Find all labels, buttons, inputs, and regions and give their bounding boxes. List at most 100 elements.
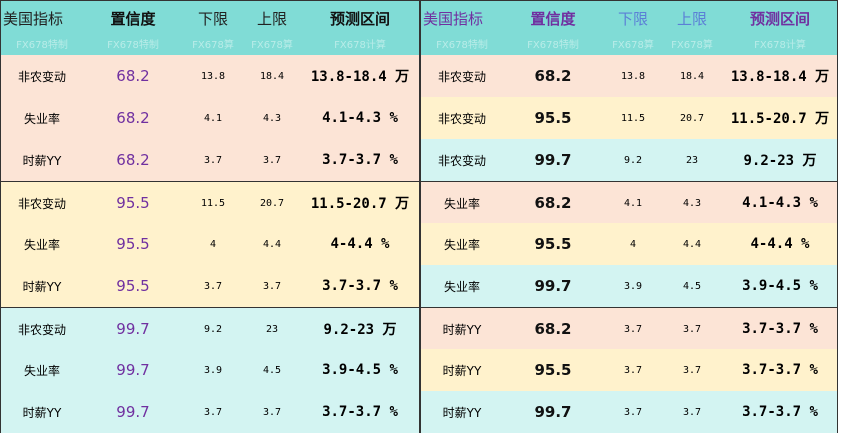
table-cell: 99.7	[116, 403, 150, 421]
table-cell: 4.1	[623, 197, 643, 209]
table-cell: 3.9-4.5 %	[322, 362, 398, 378]
table-cell: 3.9-4.5 %	[742, 278, 818, 294]
header-cell: 置信度	[530, 9, 576, 28]
header-cell: 置信度	[110, 9, 156, 28]
table-header: 美国指标 FX678特制 置信度 FX678特制 下限 FX678算 上限 FX678算 预测区…	[1, 1, 419, 56]
table-cell: 99.7	[116, 361, 150, 379]
table-row: 非农变动 68.2 13.8 18.4 13.8-18.4 万	[1, 55, 419, 97]
table-cell: 11.5-20.7 万	[730, 111, 830, 127]
table-cell: 9.2-23 万	[323, 322, 397, 338]
table-cell: 3.9	[203, 364, 223, 376]
table-cell: 4-4.4 %	[330, 236, 390, 252]
table-cell: 68.2	[534, 320, 572, 338]
table-cell: 95.5	[534, 361, 572, 379]
table-cell: 3.9	[623, 280, 643, 292]
table-cell: 非农变动	[437, 153, 486, 168]
table-row: 非农变动 99.7 9.2 23 9.2-23 万	[421, 139, 837, 181]
table-cell: 11.5	[620, 112, 646, 124]
table-cell: 20.7	[679, 112, 705, 124]
watermark: FX678特制	[16, 39, 68, 51]
table-cell: 3.7	[623, 406, 643, 418]
table-cell: 3.7	[682, 364, 702, 376]
table-cell: 失业率	[23, 111, 60, 126]
table-cell: 非农变动	[17, 322, 66, 337]
table-row: 时薪YY 99.7 3.7 3.7 3.7-3.7 %	[421, 391, 837, 433]
table-cell: 3.7-3.7 %	[322, 152, 398, 168]
table-cell: 23	[265, 323, 279, 335]
header-cell: 下限	[197, 9, 228, 28]
table-cell: 3.7	[262, 154, 282, 166]
table-cell: 3.7	[262, 280, 282, 292]
table-cell: 失业率	[443, 279, 480, 294]
table-cell: 99.7	[534, 403, 572, 421]
table-row: 失业率 95.5 4 4.4 4-4.4 %	[421, 223, 837, 265]
table-cell: 时薪YY	[22, 153, 62, 168]
watermark: FX678计算	[334, 39, 386, 51]
table-cell: 4.4	[262, 238, 282, 250]
table-cell: 4	[209, 238, 217, 250]
watermark: FX678算	[612, 39, 654, 51]
table-cell: 3.7-3.7 %	[742, 321, 818, 337]
table-cell: 20.7	[259, 197, 285, 209]
table-cell: 13.8	[200, 70, 226, 82]
table-cell: 95.5	[116, 194, 150, 212]
table-row: 失业率 68.2 4.1 4.3 4.1-4.3 %	[1, 97, 419, 139]
table-cell: 4	[629, 238, 637, 250]
table-cell: 非农变动	[17, 69, 66, 84]
table-row: 非农变动 95.5 11.5 20.7 11.5-20.7 万	[1, 181, 419, 224]
table-cell: 非农变动	[17, 196, 66, 211]
table-cell: 时薪YY	[442, 363, 482, 378]
table-cell: 95.5	[116, 235, 150, 253]
table-cell: 68.2	[116, 67, 150, 85]
table-cell: 9.2-23 万	[743, 153, 817, 169]
table-cell: 68.2	[116, 151, 150, 169]
table-cell: 95.5	[534, 235, 572, 253]
table-cell: 3.7-3.7 %	[742, 404, 818, 420]
table-cell: 4.1-4.3 %	[742, 195, 818, 211]
table-row: 非农变动 99.7 9.2 23 9.2-23 万	[1, 307, 419, 350]
watermark: FX678算	[251, 39, 293, 51]
table-cell: 3.7	[203, 406, 223, 418]
table-cell: 95.5	[116, 277, 150, 295]
table-cell: 3.7	[623, 364, 643, 376]
table-cell: 4.3	[682, 197, 702, 209]
header-cell: 上限	[256, 9, 287, 28]
watermark: FX678计算	[754, 39, 806, 51]
table-cell: 68.2	[116, 109, 150, 127]
header-cell: 上限	[676, 9, 707, 28]
table-cell: 4.1	[203, 112, 223, 124]
table: 美国指标 FX678特制 置信度 FX678特制 下限 FX678算 上限 FX678算 预测区…	[0, 0, 420, 433]
table-cell: 时薪YY	[22, 405, 62, 420]
table-cell: 3.7	[623, 323, 643, 335]
table-cell: 3.7	[262, 406, 282, 418]
table-cell: 时薪YY	[22, 279, 62, 294]
table-cell: 23	[685, 154, 699, 166]
table-cell: 11.5	[200, 197, 226, 209]
table-cell: 失业率	[23, 363, 60, 378]
table-cell: 9.2	[203, 323, 223, 335]
table: 美国指标 FX678特制 置信度 FX678特制 下限 FX678算 上限 FX678算 预测区…	[420, 0, 838, 433]
table-cell: 4.5	[682, 280, 702, 292]
table-cell: 3.7	[203, 154, 223, 166]
table-row: 失业率 68.2 4.1 4.3 4.1-4.3 %	[421, 181, 837, 224]
table-row: 时薪YY 95.5 3.7 3.7 3.7-3.7 %	[1, 265, 419, 307]
table-header: 美国指标 FX678特制 置信度 FX678特制 下限 FX678算 上限 FX678算 预测区…	[421, 1, 837, 56]
table-cell: 13.8-18.4 万	[310, 69, 410, 85]
watermark: FX678算	[671, 39, 713, 51]
table-cell: 失业率	[23, 237, 60, 252]
table-cell: 99.7	[534, 277, 572, 295]
table-cell: 4-4.4 %	[750, 236, 810, 252]
table-cell: 3.7-3.7 %	[322, 404, 398, 420]
header-cell: 下限	[617, 9, 648, 28]
table-cell: 失业率	[443, 196, 480, 211]
watermark: FX678算	[192, 39, 234, 51]
table-cell: 3.7	[682, 323, 702, 335]
table-cell: 4.3	[262, 112, 282, 124]
table-cell: 95.5	[534, 109, 572, 127]
table-row: 失业率 99.7 3.9 4.5 3.9-4.5 %	[421, 265, 837, 307]
table-cell: 13.8	[620, 70, 646, 82]
table-cell: 时薪YY	[442, 322, 482, 337]
header-cell: 预测区间	[749, 9, 810, 28]
table-row: 非农变动 68.2 13.8 18.4 13.8-18.4 万	[421, 55, 837, 97]
